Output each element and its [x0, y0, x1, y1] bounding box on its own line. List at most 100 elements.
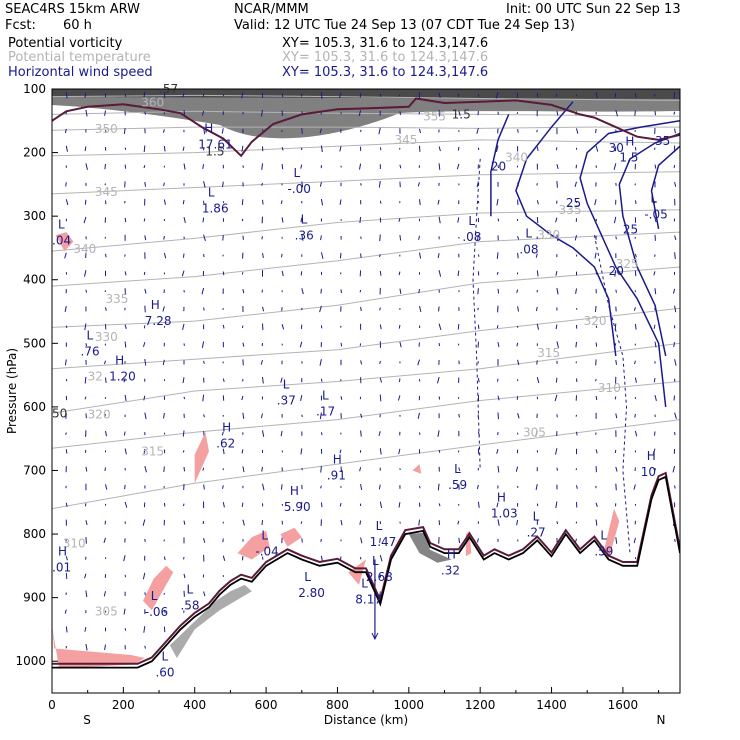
- wind-vector: [477, 307, 479, 311]
- wind-vector: [477, 361, 479, 364]
- wind-vector: [320, 502, 323, 508]
- wind-vector: [242, 235, 244, 240]
- wind-vector: [595, 519, 598, 526]
- wind-vector: [594, 305, 597, 312]
- wind-vector: [242, 165, 244, 168]
- wind-vector: [594, 199, 597, 206]
- wind-vector: [65, 626, 68, 633]
- wind-vector: [241, 145, 244, 152]
- wind-vector: [262, 253, 264, 258]
- wind-vector: [202, 521, 205, 525]
- wind-vector: [497, 218, 500, 222]
- wind-vector: [674, 412, 677, 420]
- wind-vector: [379, 360, 381, 364]
- extremum-value: .08: [462, 230, 481, 244]
- y-tick-label: 500: [23, 336, 46, 350]
- extremum-value: .04: [52, 234, 71, 248]
- wind-vector: [496, 448, 499, 454]
- wind-vector: [613, 216, 617, 224]
- wind-vector: [144, 111, 146, 115]
- wind-vector: [105, 307, 107, 311]
- wind-vector: [320, 432, 323, 436]
- pv-surface-contour: [52, 471, 680, 665]
- wind-vector: [358, 110, 362, 117]
- wind-vector: [262, 306, 265, 312]
- wind-vector: [397, 395, 401, 401]
- wind-vector: [262, 483, 265, 491]
- wind-vector: [673, 111, 676, 115]
- wind-vector: [319, 181, 322, 187]
- wind-vector: [438, 163, 441, 170]
- x-tick-label: 1400: [536, 698, 567, 712]
- wind-vector: [379, 377, 382, 383]
- extremum-marker: L: [161, 649, 168, 663]
- wind-vector: [497, 465, 500, 473]
- extremum-marker: H: [58, 544, 67, 558]
- wind-vector: [536, 323, 539, 330]
- wind-vector: [360, 236, 362, 240]
- wind-vector: [418, 289, 420, 294]
- wind-vector: [262, 376, 264, 384]
- pv-tropopause-contour: [52, 97, 680, 158]
- wind-vector: [222, 555, 226, 561]
- wind-vector: [615, 289, 617, 293]
- wind-vector: [143, 395, 146, 401]
- extremum-value: 2.68: [366, 570, 393, 584]
- x-tick-label: 1600: [608, 698, 639, 712]
- extremum-value: .37: [277, 393, 296, 407]
- isotach-label: 25: [623, 223, 638, 237]
- wind-vector: [144, 645, 146, 649]
- wind-vector: [242, 289, 245, 294]
- wind-vector: [614, 449, 617, 453]
- wind-vector: [575, 341, 577, 348]
- theta-contour-label: 315: [537, 346, 560, 360]
- wind-vector: [182, 377, 185, 384]
- wind-vector: [476, 181, 479, 188]
- wind-vector: [281, 163, 284, 170]
- theta-contour-310: [52, 381, 680, 449]
- wind-vector: [595, 395, 598, 401]
- wind-vector: [339, 502, 342, 507]
- wind-vector: [222, 378, 225, 383]
- extremum-value: 8.17: [355, 592, 382, 606]
- wind-vector: [124, 484, 126, 490]
- wind-vector: [65, 485, 67, 489]
- extremum-value: -.05: [644, 208, 667, 222]
- wind-vector: [654, 431, 656, 436]
- wind-vector: [614, 92, 617, 98]
- wind-vector: [319, 412, 322, 420]
- wind-vector: [123, 431, 126, 436]
- wind-vector: [65, 182, 67, 187]
- wind-vector: [536, 360, 538, 365]
- wind-vector: [634, 110, 636, 116]
- x-tick-label: 800: [326, 698, 349, 712]
- wind-vector: [202, 394, 205, 402]
- wind-vector: [476, 484, 479, 490]
- wind-vector: [575, 361, 577, 364]
- wind-vector: [575, 288, 577, 294]
- wind-vector: [360, 484, 363, 490]
- extremum-marker: L: [283, 377, 290, 391]
- wind-vector: [65, 145, 68, 152]
- wind-vector: [163, 252, 167, 259]
- x-axis-label: Distance (km): [324, 713, 408, 727]
- extremum-marker: H: [497, 490, 506, 504]
- wind-vector: [360, 430, 362, 437]
- wind-vector: [437, 430, 440, 437]
- positive-pv-area: [52, 628, 145, 669]
- wind-vector: [84, 503, 87, 507]
- wind-vector: [517, 252, 519, 259]
- wind-vector: [398, 218, 401, 222]
- wind-vector: [104, 644, 106, 650]
- wind-vector: [84, 270, 87, 277]
- wind-vector: [536, 93, 539, 98]
- wind-vector: [143, 92, 146, 99]
- theta-contour-label: 335: [559, 203, 582, 217]
- wind-vector-head: [371, 632, 379, 641]
- theta-contour-350: [52, 126, 680, 131]
- wind-vector: [222, 271, 225, 276]
- wind-vector: [85, 289, 87, 293]
- wind-vector: [517, 235, 520, 240]
- theta-contour-label: 320: [584, 314, 607, 328]
- wind-vector: [124, 628, 127, 631]
